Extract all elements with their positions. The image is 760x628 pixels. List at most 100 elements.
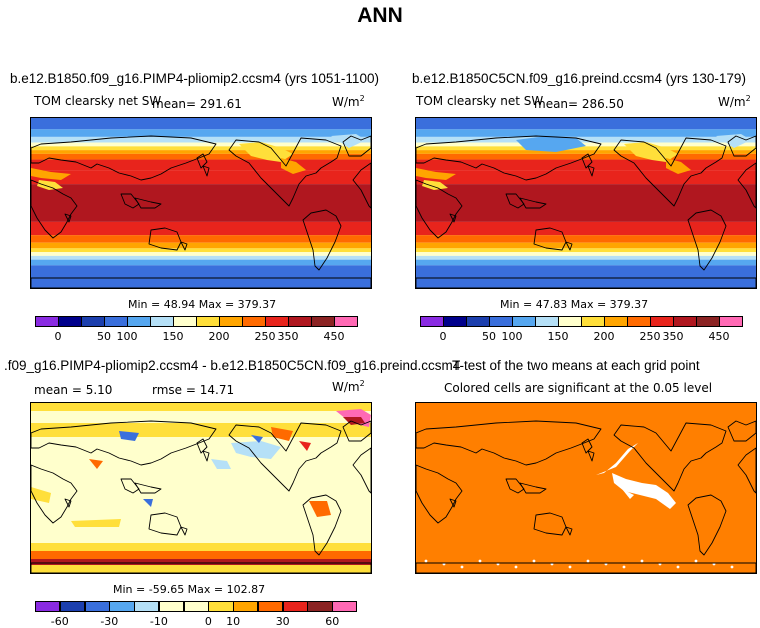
continent-outline-1 (302, 209, 342, 271)
ttest-insignificant-2 (612, 473, 676, 509)
continent-outline-4 (737, 447, 756, 494)
colorbar-tick-label: 60 (325, 615, 340, 628)
ttest-speck-12 (640, 559, 644, 563)
sw-band-0 (416, 118, 756, 130)
colorbar-swatch (150, 316, 174, 327)
sw-patch-asia (624, 142, 678, 162)
sw-band-5 (416, 150, 756, 154)
continent-outline-13 (587, 165, 595, 177)
sw-band-15 (416, 255, 756, 260)
colorbar-tick-label: -10 (149, 615, 168, 628)
sw-patch-arctic (516, 136, 586, 152)
panel2-colorbar: 0 50 100 150 200 250 350 450 (420, 316, 743, 346)
continent-outline-1 (302, 494, 342, 556)
colorbar-tick-label: 150 (547, 330, 569, 343)
colorbar-swatch (265, 316, 289, 327)
colorbar-swatch (219, 316, 243, 327)
continent-outline-9 (416, 562, 756, 573)
sw-band-12 (31, 242, 371, 249)
colorbar-swatch (257, 601, 284, 612)
sw-band-9 (31, 184, 371, 222)
colorbar-swatch (719, 316, 743, 327)
colorbar-swatch (332, 601, 358, 612)
panel2-mean: mean= 286.50 (534, 97, 624, 111)
diff-warm-patch-3 (89, 459, 103, 469)
continent-outline-8 (565, 526, 573, 536)
continent-outline-3 (416, 135, 602, 181)
colorbar-swatch (307, 601, 333, 612)
colorbar-swatch (604, 316, 628, 327)
ttest-background (416, 403, 756, 573)
colorbar-swatch (196, 316, 220, 327)
panel3-units: W/m2 (332, 379, 365, 394)
sw-band-11 (31, 235, 371, 243)
colorbar-tick-label: 0 (204, 615, 212, 628)
continent-outline-4 (352, 162, 371, 209)
continent-outline-13 (202, 165, 210, 177)
colorbar-tick-label: 200 (208, 330, 230, 343)
continent-outline-9 (416, 277, 756, 288)
diff-warm-patch-6 (309, 501, 331, 517)
sw-patch-asia (239, 142, 293, 162)
sw-patch-pacific (281, 158, 306, 174)
sw-patch-atlantic (31, 168, 71, 180)
diff-south-band-3 (31, 559, 371, 565)
panel1-map-svg (31, 118, 371, 288)
colorbar-swatch (311, 316, 335, 327)
sw-band-1 (416, 129, 756, 137)
continent-outline-2 (342, 420, 371, 442)
ttest-speck-3 (478, 559, 482, 563)
sw-patch-greenland (716, 134, 751, 148)
ttest-field (416, 403, 756, 573)
continent-outline-2 (727, 135, 756, 157)
sw-band-10 (31, 221, 371, 236)
colorbar-tick-label: 250 (254, 330, 276, 343)
colorbar-swatch (35, 316, 59, 327)
sw-patch-atlantic (416, 168, 456, 180)
continent-outline-7 (533, 512, 567, 536)
continent-outline-3 (31, 420, 217, 466)
panel2-minmax: Min = 47.83 Max = 379.37 (500, 298, 649, 311)
colorbar-tick-label: 0 (439, 330, 447, 343)
colorbar-tick-label: -30 (100, 615, 119, 628)
colorbar-swatch (581, 316, 605, 327)
colorbar-swatch (242, 316, 266, 327)
continent-outline-2 (727, 420, 756, 442)
colorbar-tick-label: 350 (277, 330, 299, 343)
ttest-speck-5 (514, 565, 518, 569)
colorbar-swatch (673, 316, 697, 327)
ttest-insignificant-3 (622, 489, 634, 499)
colorbar-swatch (208, 601, 234, 612)
colorbar-swatch (59, 601, 86, 612)
colorbar-swatch (443, 316, 467, 327)
colorbar-swatch (134, 601, 160, 612)
colorbar-tick-label: 200 (593, 330, 615, 343)
sw-band-3 (416, 142, 756, 147)
diff-warm-patch-4 (31, 487, 51, 503)
sw-band-2 (416, 136, 756, 143)
ttest-speck-11 (622, 565, 626, 569)
colorbar-swatch (158, 601, 185, 612)
colorbar-swatch (183, 601, 209, 612)
panel2-map-svg (416, 118, 756, 288)
colorbar-tick-label: 50 (482, 330, 496, 343)
diff-south-band-1 (31, 543, 371, 551)
ttest-speck-14 (676, 565, 680, 569)
panel3-map-svg (31, 403, 371, 573)
colorbar-swatch (233, 601, 259, 612)
panel2-units: W/m2 (718, 94, 751, 109)
colorbar-swatch (650, 316, 674, 327)
continent-outline-0 (613, 422, 727, 492)
colorbar-swatch (58, 316, 82, 327)
continent-outline-0 (228, 422, 342, 492)
sw-band-17 (416, 265, 756, 288)
panel4-map-svg (416, 403, 756, 573)
sw-band-11 (416, 235, 756, 243)
diff-cool-patch-2 (119, 431, 139, 441)
panel1-units: W/m2 (332, 94, 365, 109)
continent-outline-7 (533, 227, 567, 251)
sw-band-8 (31, 170, 371, 185)
panel1-title: b.e12.B1850.f09_g16.PIMP4-pliomip2.ccsm4… (10, 71, 379, 86)
continent-outline-9 (31, 277, 371, 288)
panel3-minmax: Min = -59.65 Max = 102.87 (113, 583, 266, 596)
